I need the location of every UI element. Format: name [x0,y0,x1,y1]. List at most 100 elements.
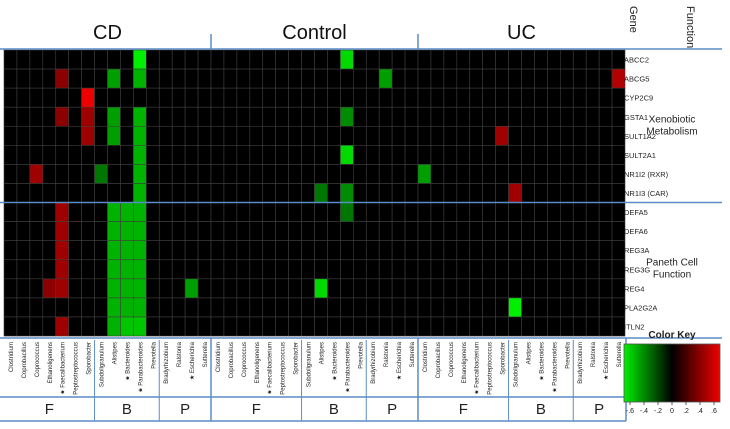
column-label: Coprococcus [35,342,41,377]
heatmap-cell [456,125,471,146]
heatmap-cell [314,316,328,337]
heatmap-cell [547,68,561,89]
heatmap-cell [521,316,535,337]
heatmap-cell [417,278,432,299]
heatmap-cell [585,259,600,280]
heatmap-cell [378,106,393,127]
heatmap-cell [29,164,44,184]
heatmap-cell [572,183,587,203]
heatmap-cell [456,68,471,89]
heatmap-cell [262,278,276,299]
heatmap-cell [482,87,496,108]
heatmap-cell [547,316,561,337]
heatmap-cell [288,49,302,70]
heatmap-cell [210,240,225,261]
heatmap-cell [158,316,173,337]
heatmap-cell [495,106,509,127]
heatmap-cell [223,164,238,184]
heatmap-cell [560,145,574,165]
heatmap-cell [340,68,354,89]
heatmap-cell [327,316,341,337]
heatmap-cell [120,125,134,146]
heatmap-cell [288,164,302,184]
heatmap-cell [456,297,471,318]
heatmap-cell [443,164,458,184]
heatmap-cell [560,125,574,146]
heatmap-cell [482,316,496,337]
heatmap-cell [68,145,82,165]
heatmap-cell [353,145,367,165]
heatmap-cell [340,221,354,242]
heatmap-cell [3,87,18,108]
heatmap-cell [236,49,251,70]
heatmap-cell [197,278,212,299]
heatmap-cell [288,278,302,299]
row-label: ITLN2 [624,323,644,332]
heatmap-cell [249,297,264,318]
heatmap-cell [508,221,522,242]
phylum-label: P [594,401,604,418]
heatmap-cell [327,297,341,318]
heatmap-cell [404,240,419,261]
heatmap-cell [534,68,548,89]
heatmap-cell [534,278,548,299]
heatmap-cell [16,297,31,318]
heatmap-cell [158,221,173,242]
heatmap-cell [262,316,276,337]
group-title-uc: UC [507,22,536,44]
heatmap-cell [508,202,522,222]
heatmap-cell [120,106,134,127]
heatmap-cell [560,183,574,203]
heatmap-cell [3,106,18,127]
heatmap-cell [29,316,44,337]
heatmap-cell [560,164,574,184]
gene-header: Gene [627,6,639,33]
heatmap-cell [29,125,44,146]
column-label: Bradyrhizobium [578,342,584,384]
heatmap-cell [146,221,160,242]
heatmap-cell [158,87,173,108]
heatmap-cell [391,106,406,127]
heatmap-cell [482,240,496,261]
heatmap-cell [469,164,483,184]
heatmap-cell [456,164,471,184]
heatmap-cell [184,259,199,280]
color-key-tick-label: .6 [711,408,717,415]
heatmap-cell [598,87,613,108]
heatmap-cell [430,164,445,184]
heatmap-cell [314,125,328,146]
heatmap-cell [262,106,276,127]
heatmap-cell [430,202,445,222]
column-label: Subdoligranulum [307,342,313,387]
heatmap-cell [391,240,406,261]
heatmap-cell [508,316,522,337]
heatmap-cell [598,125,613,146]
heatmap-cell [585,49,600,70]
column-label: Bradyrhizobium [164,342,170,384]
heatmap-cell [327,221,341,242]
heatmap-cell [430,125,445,146]
heatmap-cell [391,297,406,318]
heatmap-cell [133,183,147,203]
column-label: ★ Escherichia [396,341,403,380]
heatmap-cell [29,202,44,222]
heatmap-cell [16,240,31,261]
heatmap-cell [107,278,121,299]
heatmap-cell [585,202,600,222]
heatmap-cell [560,68,574,89]
color-key-tick-label: 0 [670,408,674,415]
heatmap-cell [29,297,44,318]
heatmap-cell [534,145,548,165]
color-key-tick-label: .4 [697,408,703,415]
heatmap-cell [391,164,406,184]
heatmap-cell [236,125,251,146]
heatmap-cell [417,221,432,242]
heatmap-cell [158,68,173,89]
heatmap-cell [55,221,69,242]
heatmap-cell [16,202,31,222]
heatmap-cell [327,278,341,299]
heatmap-cell [301,259,315,280]
heatmap-cell [197,164,212,184]
heatmap-cell [365,125,380,146]
heatmap-cell [81,297,95,318]
